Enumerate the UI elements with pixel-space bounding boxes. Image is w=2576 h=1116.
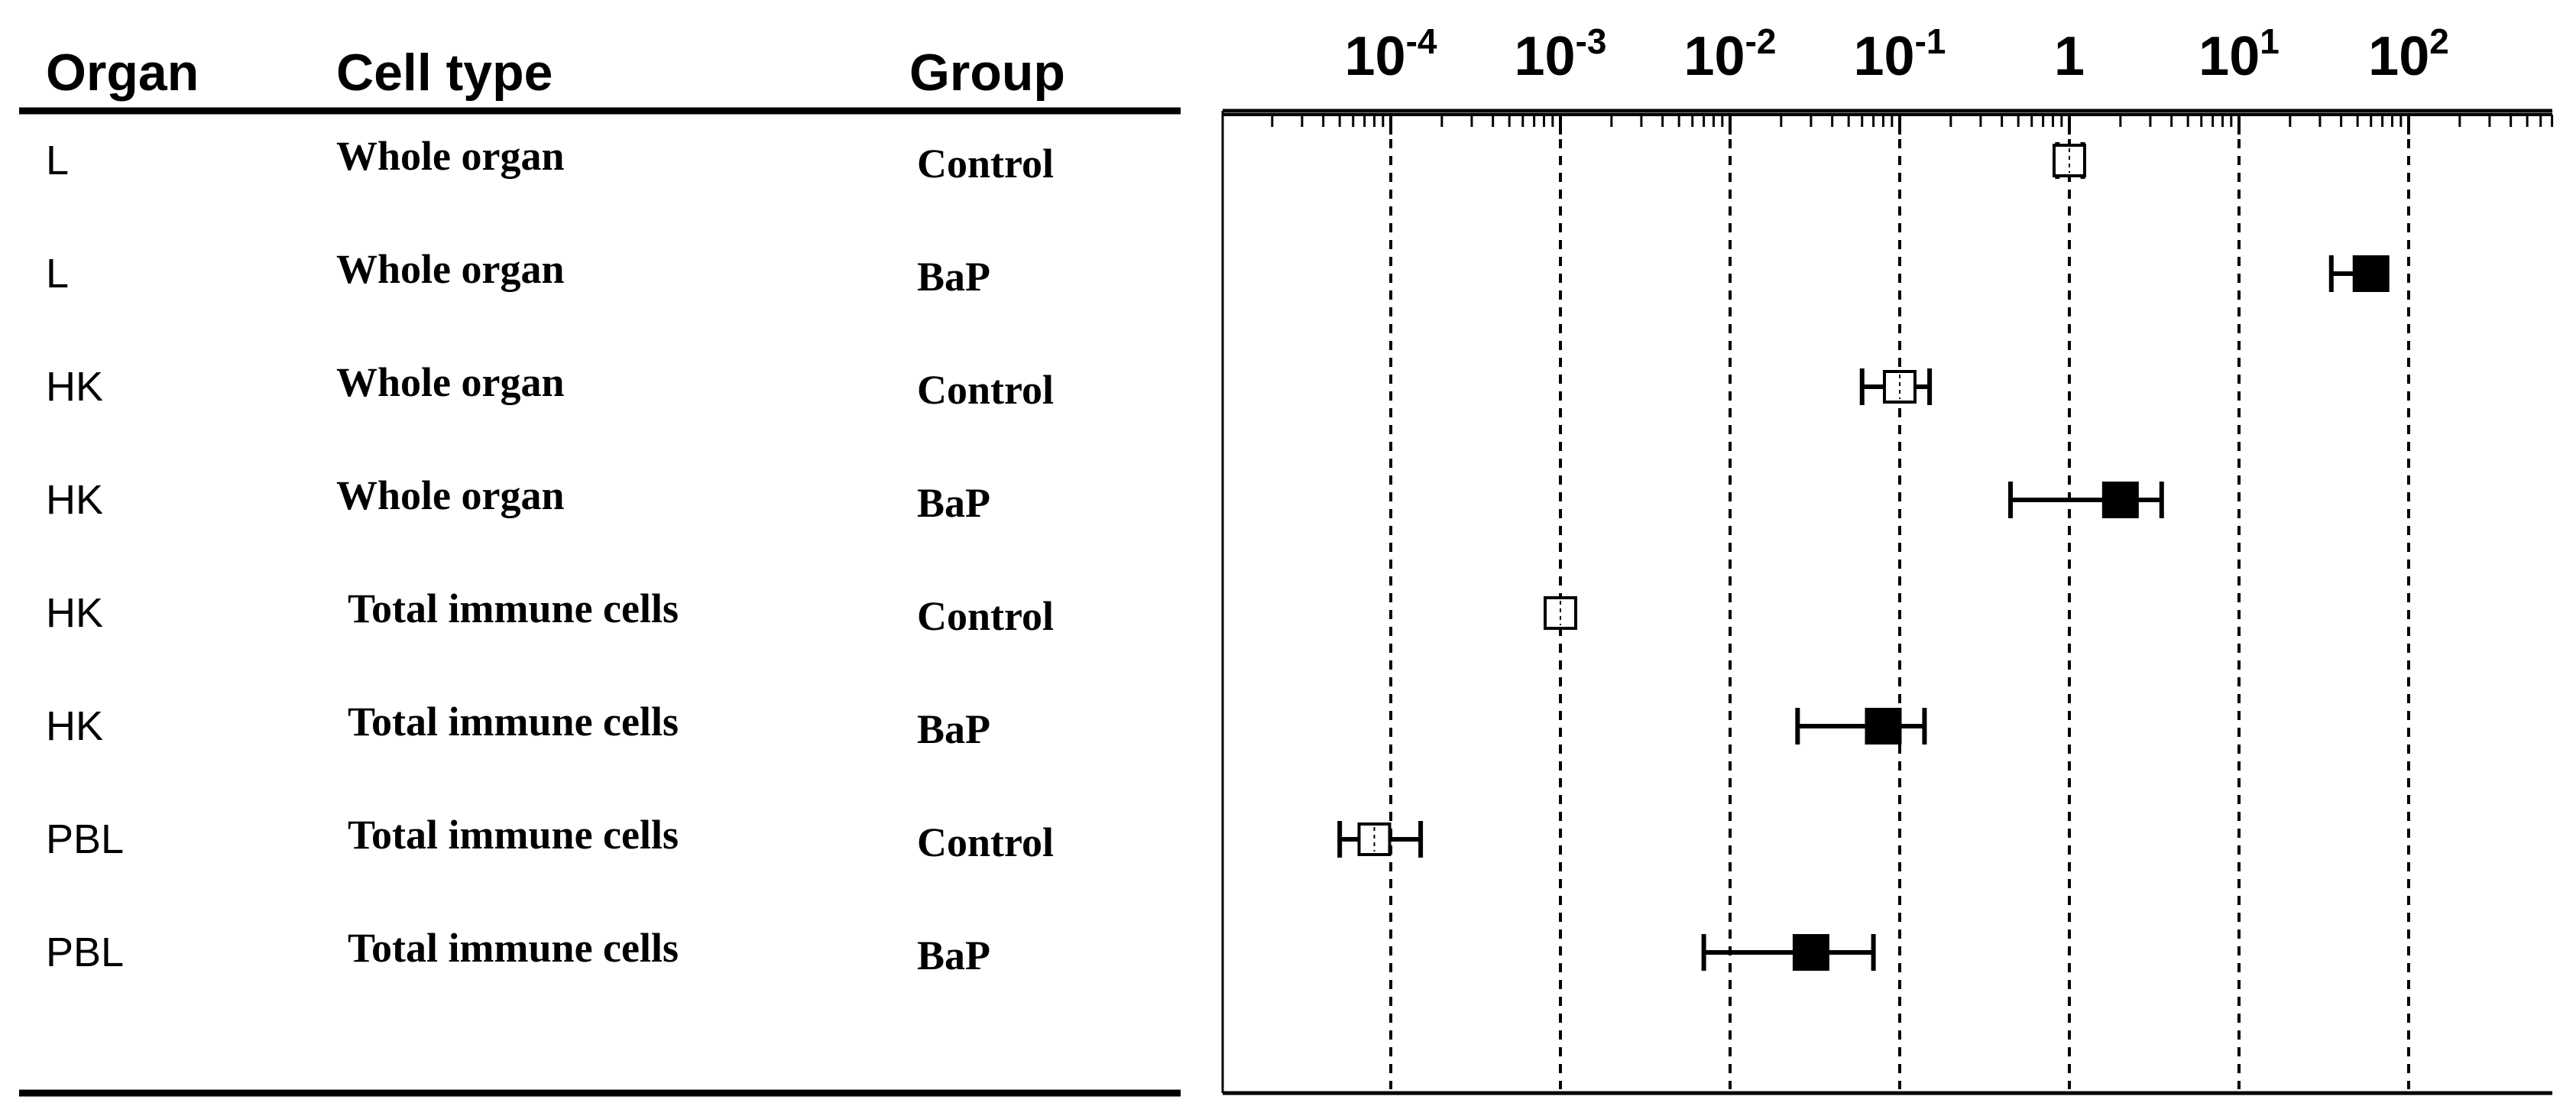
data-marks <box>1337 142 2390 971</box>
row-organ: HK <box>46 590 103 636</box>
x-axis <box>1223 113 2554 135</box>
x-tick-label: 10-3 <box>1515 21 1607 87</box>
row-cell-type: Total immune cells <box>348 699 679 745</box>
row-group: BaP <box>917 254 990 300</box>
point-estimate-filled <box>1792 934 1829 971</box>
header-cell-type: Cell type <box>336 44 552 102</box>
x-tick-label: 10-4 <box>1345 21 1437 87</box>
row-organ: L <box>46 251 69 297</box>
row-cell-type: Whole organ <box>336 359 565 405</box>
row-group: Control <box>917 367 1054 413</box>
row-cell-type: Whole organ <box>336 472 565 518</box>
row-labels: L Whole organ Control L Whole organ BaP HK Whol… <box>46 133 1054 978</box>
header-organ: Organ <box>46 44 199 102</box>
row-organ: PBL <box>46 929 124 975</box>
row-organ: HK <box>46 364 103 410</box>
x-tick-labels: 10-4 10-3 10-2 10-1 1 101 102 <box>1345 21 2449 87</box>
x-tick-label: 101 <box>2199 21 2280 87</box>
row-cell-type: Total immune cells <box>348 812 679 858</box>
row-group: BaP <box>917 933 990 978</box>
row-cell-type: Whole organ <box>336 133 565 179</box>
x-tick-label: 1 <box>2054 26 2085 87</box>
row-organ: L <box>46 138 69 183</box>
row-cell-type: Whole organ <box>336 246 565 292</box>
row-group: Control <box>917 593 1054 639</box>
row-group: BaP <box>917 480 990 526</box>
x-tick-label: 10-1 <box>1854 21 1946 87</box>
row-group: BaP <box>917 706 990 752</box>
row-organ: PBL <box>46 816 124 862</box>
row-cell-type: Total immune cells <box>348 586 679 631</box>
point-estimate-filled <box>1865 708 1902 745</box>
row-organ: HK <box>46 477 103 523</box>
point-estimate-open <box>1883 370 1917 404</box>
point-estimate-filled <box>2352 255 2390 292</box>
point-estimate-filled <box>2101 482 2139 518</box>
row-organ: HK <box>46 703 103 749</box>
header-group: Group <box>909 44 1065 102</box>
row-cell-type: Total immune cells <box>348 925 679 971</box>
row-group: Control <box>917 141 1054 187</box>
x-tick-label: 102 <box>2368 21 2449 87</box>
row-group: Control <box>917 819 1054 865</box>
x-tick-label: 10-2 <box>1684 21 1777 87</box>
grid-lines <box>1389 122 2410 1089</box>
